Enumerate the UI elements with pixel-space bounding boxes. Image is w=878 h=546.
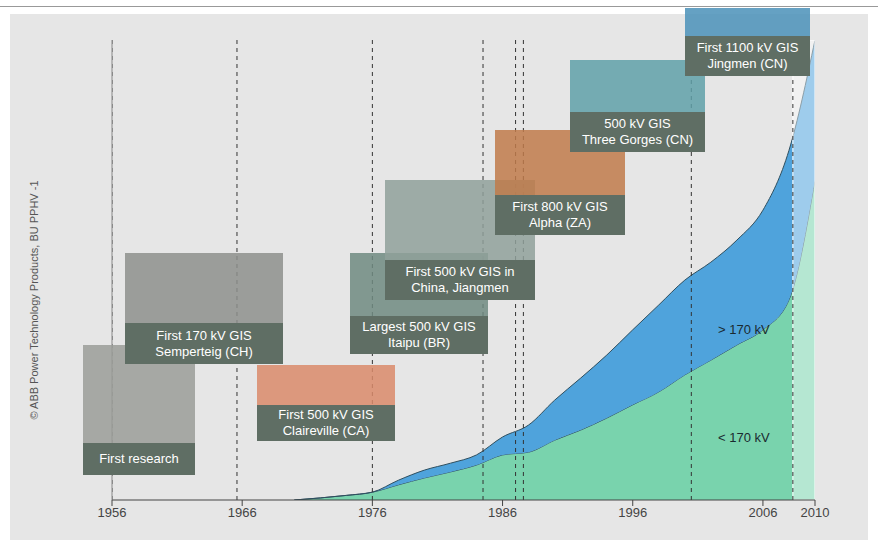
svg-text:© ABB Power Technology Product: © ABB Power Technology Products, BU PPHV…	[28, 180, 40, 419]
html-text:Largest 500 kV GIS: Largest 500 kV GIS	[362, 319, 476, 334]
svg-text:1986: 1986	[488, 505, 517, 520]
html-text:First 170 kV GIS: First 170 kV GIS	[156, 327, 252, 343]
html-text:First 1100 kV GIS: First 1100 kV GIS	[696, 40, 799, 55]
svg-text:1976: 1976	[358, 505, 387, 520]
svg-text:2010: 2010	[801, 505, 830, 520]
html-text:Semperteig (CH): Semperteig (CH)	[155, 343, 253, 359]
html-text:China, Jiangmen: China, Jiangmen	[411, 280, 509, 295]
html-text:Jingmen (CN): Jingmen (CN)	[707, 56, 788, 71]
html-text:> 170 kV: > 170 kV	[718, 322, 770, 337]
svg-text:1996: 1996	[618, 505, 647, 520]
svg-text:2006: 2006	[748, 505, 777, 520]
svg-text:1966: 1966	[228, 505, 257, 520]
html-text:First 800 kV GIS: First 800 kV GIS	[512, 199, 608, 214]
html-text:Itaipu (BR): Itaipu (BR)	[387, 335, 451, 350]
html-text:Alpha (ZA): Alpha (ZA)	[528, 215, 592, 230]
html-text:Claireville (CA): Claireville (CA)	[282, 423, 370, 438]
svg-text:1956: 1956	[98, 505, 127, 520]
html-text:< 170 kV: < 170 kV	[718, 430, 770, 445]
html-text:Three Gorges (CN): Three Gorges (CN)	[581, 132, 694, 147]
html-text:First 500 kV GIS: First 500 kV GIS	[278, 407, 374, 422]
html-text:First research: First research	[99, 451, 179, 466]
html-text:First 500 kV GIS in: First 500 kV GIS in	[405, 264, 515, 279]
html-text:500 kV GIS: 500 kV GIS	[604, 116, 671, 131]
